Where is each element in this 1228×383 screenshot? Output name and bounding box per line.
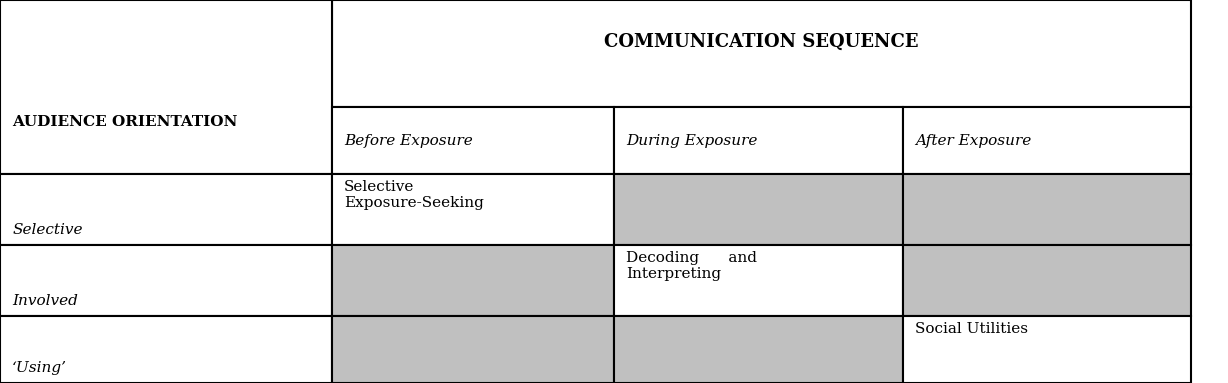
Bar <box>903 245 1191 316</box>
Bar <box>332 245 614 316</box>
Bar <box>0 316 332 383</box>
Bar <box>903 107 1191 174</box>
Text: During Exposure: During Exposure <box>626 134 758 148</box>
Bar <box>0 0 332 107</box>
Text: Selective: Selective <box>12 223 82 237</box>
Bar <box>614 174 903 245</box>
Bar <box>0 245 332 316</box>
Bar <box>614 245 903 316</box>
Bar <box>0 0 332 174</box>
Bar <box>903 316 1191 383</box>
Text: Selective
Exposure-Seeking: Selective Exposure-Seeking <box>344 180 484 210</box>
Text: ‘Using’: ‘Using’ <box>12 361 68 375</box>
Text: COMMUNICATION SEQUENCE: COMMUNICATION SEQUENCE <box>604 33 919 51</box>
Bar <box>332 0 1191 107</box>
Text: AUDIENCE ORIENTATION: AUDIENCE ORIENTATION <box>12 115 238 129</box>
Bar <box>332 316 614 383</box>
Bar <box>614 316 903 383</box>
Text: Decoding      and
Interpreting: Decoding and Interpreting <box>626 251 758 281</box>
Text: After Exposure: After Exposure <box>915 134 1032 148</box>
Text: Before Exposure: Before Exposure <box>344 134 473 148</box>
Bar <box>903 174 1191 245</box>
Text: Involved: Involved <box>12 294 79 308</box>
Text: Social Utilities: Social Utilities <box>915 322 1028 336</box>
Bar <box>332 107 614 174</box>
Bar <box>332 174 614 245</box>
Bar <box>0 174 332 245</box>
Bar <box>614 107 903 174</box>
